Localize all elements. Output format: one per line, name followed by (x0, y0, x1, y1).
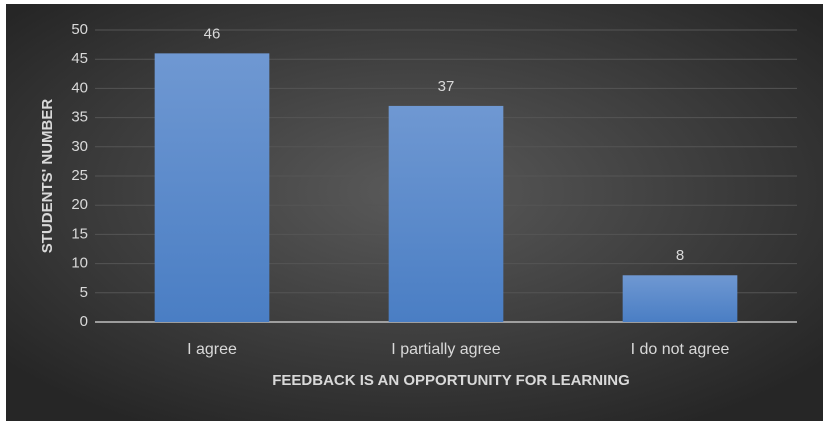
y-tick-label: 35 (71, 109, 88, 126)
y-tick-label: 25 (71, 167, 88, 184)
x-tick-label: I partially agree (391, 341, 500, 358)
y-tick-label: 5 (80, 284, 88, 301)
data-label: 37 (438, 78, 455, 95)
y-tick-label: 50 (71, 21, 88, 38)
bar (622, 275, 738, 322)
y-tick-label: 45 (71, 50, 88, 67)
x-axis-label: FEEDBACK IS AN OPPORTUNITY FOR LEARNING (272, 372, 630, 389)
y-tick-label: 10 (71, 255, 88, 272)
y-tick-label: 40 (71, 79, 88, 96)
bar (154, 53, 270, 323)
x-tick-label: I agree (187, 341, 237, 358)
y-tick-label: 30 (71, 138, 88, 155)
y-tick-label: 0 (80, 313, 88, 330)
data-label: 46 (204, 25, 221, 42)
x-tick-label: I do not agree (631, 341, 730, 358)
y-axis-label: STUDENTS' NUMBER (39, 99, 56, 254)
data-label: 8 (676, 247, 684, 264)
y-tick-label: 15 (71, 225, 88, 242)
bar (388, 105, 504, 322)
y-tick-label: 20 (71, 196, 88, 213)
